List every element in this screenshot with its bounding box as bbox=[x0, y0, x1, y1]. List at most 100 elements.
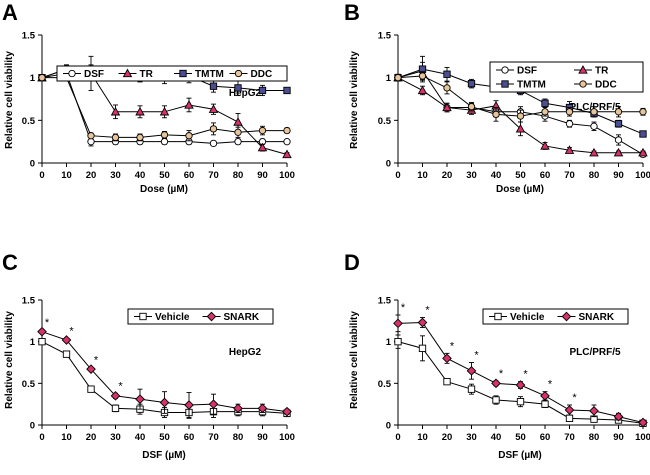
x-tick-label: 40 bbox=[491, 170, 502, 181]
y-axis-label: Relative cell viability bbox=[349, 51, 360, 149]
significance-star: * bbox=[499, 368, 504, 380]
cell-line-label: PLC/PRF/5 bbox=[569, 102, 621, 113]
data-point-vehicle bbox=[467, 385, 476, 393]
significance-star: * bbox=[450, 340, 455, 352]
data-point-tr bbox=[184, 100, 194, 109]
legend-label-vehicle: Vehicle bbox=[510, 312, 545, 323]
x-tick-label: 10 bbox=[417, 170, 428, 181]
data-point-ddc bbox=[492, 110, 500, 119]
data-point-snark bbox=[61, 335, 72, 345]
x-tick-label: 30 bbox=[466, 170, 477, 181]
data-point-tr bbox=[159, 106, 170, 116]
x-tick-label: 70 bbox=[208, 432, 219, 443]
panel-letter: C bbox=[2, 250, 18, 275]
data-point-ddc bbox=[614, 108, 623, 116]
data-point-snark bbox=[515, 380, 526, 390]
x-tick-label: 40 bbox=[135, 432, 146, 443]
data-point-vehicle bbox=[111, 404, 120, 412]
legend: Vehicle SNARK bbox=[127, 308, 274, 325]
y-axis-label: Relative cell viability bbox=[4, 311, 15, 409]
data-point-dsf bbox=[283, 138, 291, 146]
significance-star: * bbox=[425, 305, 430, 317]
significance-star: * bbox=[548, 379, 553, 391]
data-point-dsf bbox=[87, 138, 95, 146]
data-point-vehicle bbox=[443, 378, 451, 386]
legend-box bbox=[127, 308, 274, 325]
x-tick-label: 20 bbox=[86, 432, 97, 443]
legend-marker-ddc bbox=[234, 69, 243, 78]
x-axis-label: Dose (µM) bbox=[496, 184, 544, 195]
data-point-tr bbox=[442, 102, 452, 112]
data-point-ddc bbox=[590, 108, 598, 116]
significance-star: * bbox=[94, 355, 99, 367]
data-point-snark bbox=[466, 365, 477, 376]
legend-marker-vehicle bbox=[494, 312, 502, 321]
x-tick-label: 100 bbox=[279, 432, 295, 443]
data-point-ddc bbox=[136, 133, 144, 142]
legend-label-snark: SNARK bbox=[579, 312, 615, 323]
data-point-tmtm bbox=[541, 99, 549, 107]
data-point-snark bbox=[135, 394, 145, 405]
data-point-tr bbox=[613, 147, 624, 157]
data-point-tr bbox=[282, 149, 292, 159]
data-point-snark bbox=[589, 405, 599, 416]
data-point-ddc bbox=[418, 72, 427, 80]
y-tick-label: 0 bbox=[386, 159, 391, 170]
data-point-snark bbox=[110, 390, 121, 401]
data-point-vehicle bbox=[541, 400, 549, 408]
legend: DSF TR TMTM DDC bbox=[489, 61, 644, 93]
x-axis-label: DSF (µM) bbox=[142, 450, 186, 461]
data-point-vehicle bbox=[565, 414, 574, 422]
data-point-snark bbox=[613, 411, 624, 422]
legend: Vehicle SNARK bbox=[482, 308, 629, 325]
data-point-tmtm bbox=[639, 130, 647, 138]
x-tick-label: 30 bbox=[110, 432, 121, 443]
y-tick-label: 1.5 bbox=[22, 31, 36, 42]
data-point-tr bbox=[417, 85, 428, 95]
significance-star: * bbox=[45, 317, 50, 329]
legend-marker-tmtm bbox=[179, 69, 187, 78]
x-tick-label: 50 bbox=[515, 170, 526, 181]
data-point-snark bbox=[159, 397, 170, 408]
legend-marker-vehicle bbox=[139, 312, 147, 321]
data-point-vehicle bbox=[418, 344, 427, 352]
x-tick-label: 60 bbox=[540, 170, 551, 181]
data-point-snark bbox=[540, 390, 550, 401]
significance-star: * bbox=[401, 302, 406, 314]
x-tick-label: 90 bbox=[257, 170, 268, 181]
data-point-snark bbox=[393, 318, 403, 329]
data-point-vehicle bbox=[87, 385, 95, 393]
x-tick-label: 10 bbox=[417, 432, 428, 443]
data-point-ddc bbox=[258, 126, 267, 135]
data-point-tr bbox=[564, 145, 575, 154]
data-point-vehicle bbox=[492, 396, 500, 404]
cell-line-label: HepG2 bbox=[229, 347, 262, 358]
data-point-tr bbox=[540, 141, 550, 150]
data-point-tmtm bbox=[209, 82, 218, 90]
x-tick-label: 30 bbox=[110, 170, 121, 181]
legend-marker-snark bbox=[561, 311, 572, 322]
legend-box bbox=[482, 308, 629, 325]
cell-line-label: HepG2 bbox=[229, 88, 262, 99]
data-point-ddc bbox=[111, 133, 120, 142]
legend-label-snark: SNARK bbox=[224, 312, 260, 323]
x-tick-label: 20 bbox=[86, 170, 97, 181]
data-point-snark bbox=[208, 399, 219, 410]
panel-letter: A bbox=[2, 0, 18, 25]
x-tick-label: 10 bbox=[61, 170, 72, 181]
data-point-tmtm bbox=[283, 86, 291, 95]
data-point-ddc bbox=[87, 132, 95, 140]
data-point-snark bbox=[257, 403, 268, 414]
legend-marker-tr bbox=[122, 68, 133, 78]
legend: DSF TR TMTM DDC bbox=[56, 65, 288, 82]
legend-label-ddc: DDC bbox=[251, 69, 273, 80]
x-tick-label: 90 bbox=[257, 432, 268, 443]
y-tick-label: 1.5 bbox=[22, 296, 36, 307]
data-point-tmtm bbox=[234, 84, 242, 92]
legend-marker-tr bbox=[578, 65, 588, 74]
x-tick-label: 30 bbox=[466, 432, 477, 443]
x-tick-label: 70 bbox=[208, 170, 219, 181]
data-point-dsf bbox=[614, 136, 623, 144]
x-tick-label: 80 bbox=[233, 432, 244, 443]
